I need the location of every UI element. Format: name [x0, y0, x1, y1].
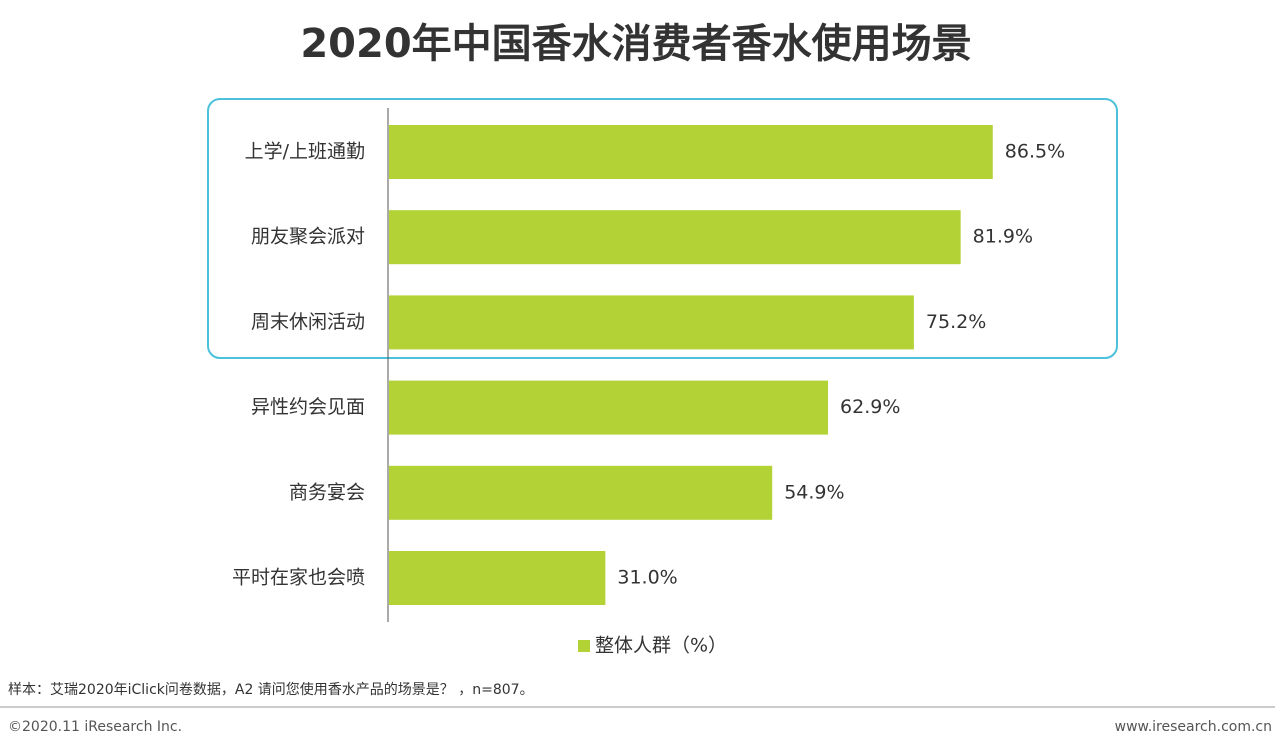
- category-label: 上学/上班通勤: [245, 141, 365, 163]
- value-label: 54.9%: [784, 481, 844, 503]
- legend-label: 整体人群（%）: [595, 635, 727, 657]
- bar: [389, 551, 606, 605]
- bar: [389, 465, 773, 520]
- value-label: 86.5%: [1005, 141, 1065, 163]
- source-note: 样本：艾瑞2020年iClick问卷数据，A2 请问您使用香水产品的场景是？ ，…: [8, 681, 534, 698]
- legend-swatch: [578, 640, 590, 652]
- value-label: 62.9%: [840, 396, 900, 418]
- footer-right: www.iresearch.com.cn: [1115, 719, 1272, 735]
- footer-left: ©2020.11 iResearch Inc.: [8, 719, 182, 735]
- bar: [389, 295, 914, 350]
- chart-title: 2020年中国香水消费者香水使用场景: [300, 21, 971, 67]
- value-label: 75.2%: [926, 311, 986, 333]
- category-label: 商务宴会: [289, 480, 365, 503]
- category-label: 平时在家也会喷: [232, 567, 365, 589]
- value-label: 81.9%: [973, 226, 1033, 248]
- bar: [389, 125, 993, 179]
- highlight-box: [207, 98, 1118, 359]
- bar: [389, 380, 829, 435]
- bar: [389, 210, 961, 265]
- category-label: 周末休闲活动: [251, 311, 365, 333]
- value-label: 31.0%: [617, 567, 677, 589]
- category-label: 朋友聚会派对: [251, 226, 365, 248]
- category-label: 异性约会见面: [251, 396, 365, 418]
